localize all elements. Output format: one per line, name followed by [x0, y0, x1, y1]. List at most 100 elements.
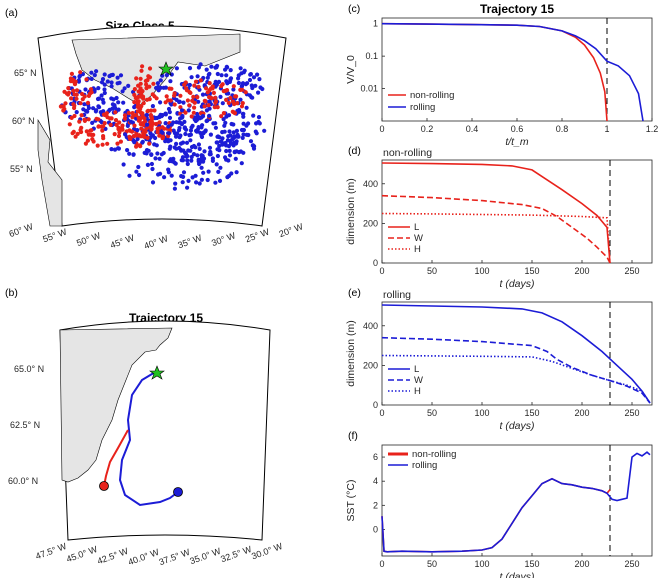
iceberg-dot: [78, 127, 83, 133]
iceberg-dot: [144, 148, 150, 153]
iceberg-dot: [251, 143, 256, 148]
iceberg-dot: [150, 166, 155, 172]
iceberg-dot: [172, 145, 177, 150]
iceberg-dot: [144, 82, 149, 87]
iceberg-dot: [142, 116, 147, 121]
iceberg-dot: [116, 107, 121, 112]
iceberg-dot: [167, 86, 172, 91]
iceberg-dot: [219, 139, 224, 144]
iceberg-dot: [180, 180, 185, 185]
iceberg-dot: [223, 67, 228, 72]
iceberg-dot: [155, 130, 160, 135]
iceberg-dot: [99, 124, 104, 129]
lon-label: 45° W: [109, 232, 136, 250]
iceberg-dot: [154, 143, 159, 148]
iceberg-dot: [131, 134, 136, 139]
iceberg-dot: [125, 123, 130, 128]
iceberg-dot: [211, 90, 216, 95]
iceberg-dot: [240, 135, 245, 140]
iceberg-dot: [178, 105, 183, 110]
iceberg-dot: [238, 66, 243, 71]
iceberg-dot: [162, 126, 167, 131]
iceberg-dot: [109, 84, 114, 89]
iceberg-dot: [241, 132, 246, 137]
iceberg-dot: [90, 137, 95, 142]
x-tick-label: 200: [574, 266, 589, 276]
iceberg-dot: [190, 98, 195, 103]
lon-label: 40° W: [143, 233, 170, 251]
iceberg-dot: [186, 148, 191, 153]
iceberg-dot: [219, 73, 224, 78]
iceberg-dot: [162, 175, 167, 180]
iceberg-dot: [247, 77, 253, 83]
iceberg-dot: [212, 105, 217, 110]
series-line-w: [381, 194, 611, 264]
iceberg-dot: [186, 108, 191, 113]
iceberg-dot: [66, 86, 71, 91]
iceberg-dot: [223, 120, 228, 125]
iceberg-dot: [207, 88, 212, 93]
start-star-b: [149, 365, 165, 380]
y-tick-label: 400: [363, 179, 378, 189]
iceberg-dot: [236, 80, 241, 86]
iceberg-dot: [225, 81, 230, 86]
end-point-non-rolling: [99, 481, 109, 491]
iceberg-dot: [101, 109, 106, 114]
x-tick-label: 250: [624, 266, 639, 276]
iceberg-dot: [257, 77, 262, 82]
iceberg-dot: [251, 146, 257, 151]
iceberg-dot: [205, 118, 210, 123]
panel-label-d: (d): [348, 145, 361, 157]
iceberg-dot: [195, 95, 200, 100]
iceberg-dot: [236, 134, 241, 139]
plot-area: [381, 301, 653, 406]
iceberg-dot: [179, 108, 185, 113]
iceberg-dot: [221, 111, 226, 116]
chart-dimension-non-rolling: 0 50 100 150 200 250 0 200 400 t (days) dimension …: [345, 145, 653, 290]
iceberg-dot: [190, 123, 195, 128]
iceberg-dot: [231, 130, 236, 135]
lon-label: 60° W: [8, 221, 35, 239]
iceberg-dot: [107, 74, 112, 79]
x-tick-label: 100: [474, 266, 489, 276]
iceberg-dot: [83, 108, 88, 113]
lon-label: 45.0° W: [65, 544, 99, 565]
iceberg-dot: [72, 103, 77, 108]
iceberg-dot: [160, 130, 165, 135]
iceberg-dot: [198, 78, 203, 83]
iceberg-dot: [171, 156, 176, 161]
trajectory-non-rolling: [103, 429, 129, 487]
chart-subtitle: non-rolling: [383, 147, 432, 159]
iceberg-dot: [221, 117, 226, 122]
iceberg-dot: [58, 104, 64, 109]
lon-label: 37.5° W: [158, 547, 192, 568]
iceberg-dot: [245, 81, 250, 86]
iceberg-dot: [196, 142, 201, 147]
series-line-w: [381, 336, 651, 404]
iceberg-dot: [232, 111, 237, 116]
x-tick-label: 0.4: [466, 124, 479, 134]
iceberg-dot: [147, 141, 152, 146]
iceberg-dot: [238, 97, 243, 102]
iceberg-dot: [177, 99, 182, 104]
iceberg-dot: [99, 93, 104, 98]
iceberg-dot: [134, 112, 139, 118]
iceberg-dot: [67, 122, 72, 127]
map-size-class-5: (a) Size Class 5 65° N 60° N 55° N 60° W…: [5, 7, 305, 251]
iceberg-dot: [215, 153, 220, 159]
iceberg-dot: [138, 144, 143, 149]
iceberg-dot: [95, 143, 100, 148]
iceberg-dot: [96, 86, 101, 91]
iceberg-dot: [215, 140, 220, 145]
iceberg-dot: [181, 148, 186, 153]
iceberg-dot: [230, 137, 235, 142]
y-tick-label: 200: [363, 360, 378, 370]
iceberg-dot: [74, 110, 79, 115]
iceberg-dot: [115, 81, 120, 86]
iceberg-dot: [179, 122, 184, 127]
iceberg-dot: [185, 98, 190, 103]
iceberg-dot: [145, 135, 150, 140]
iceberg-dot: [156, 88, 161, 93]
iceberg-dot: [101, 100, 106, 105]
iceberg-dot: [71, 129, 76, 134]
